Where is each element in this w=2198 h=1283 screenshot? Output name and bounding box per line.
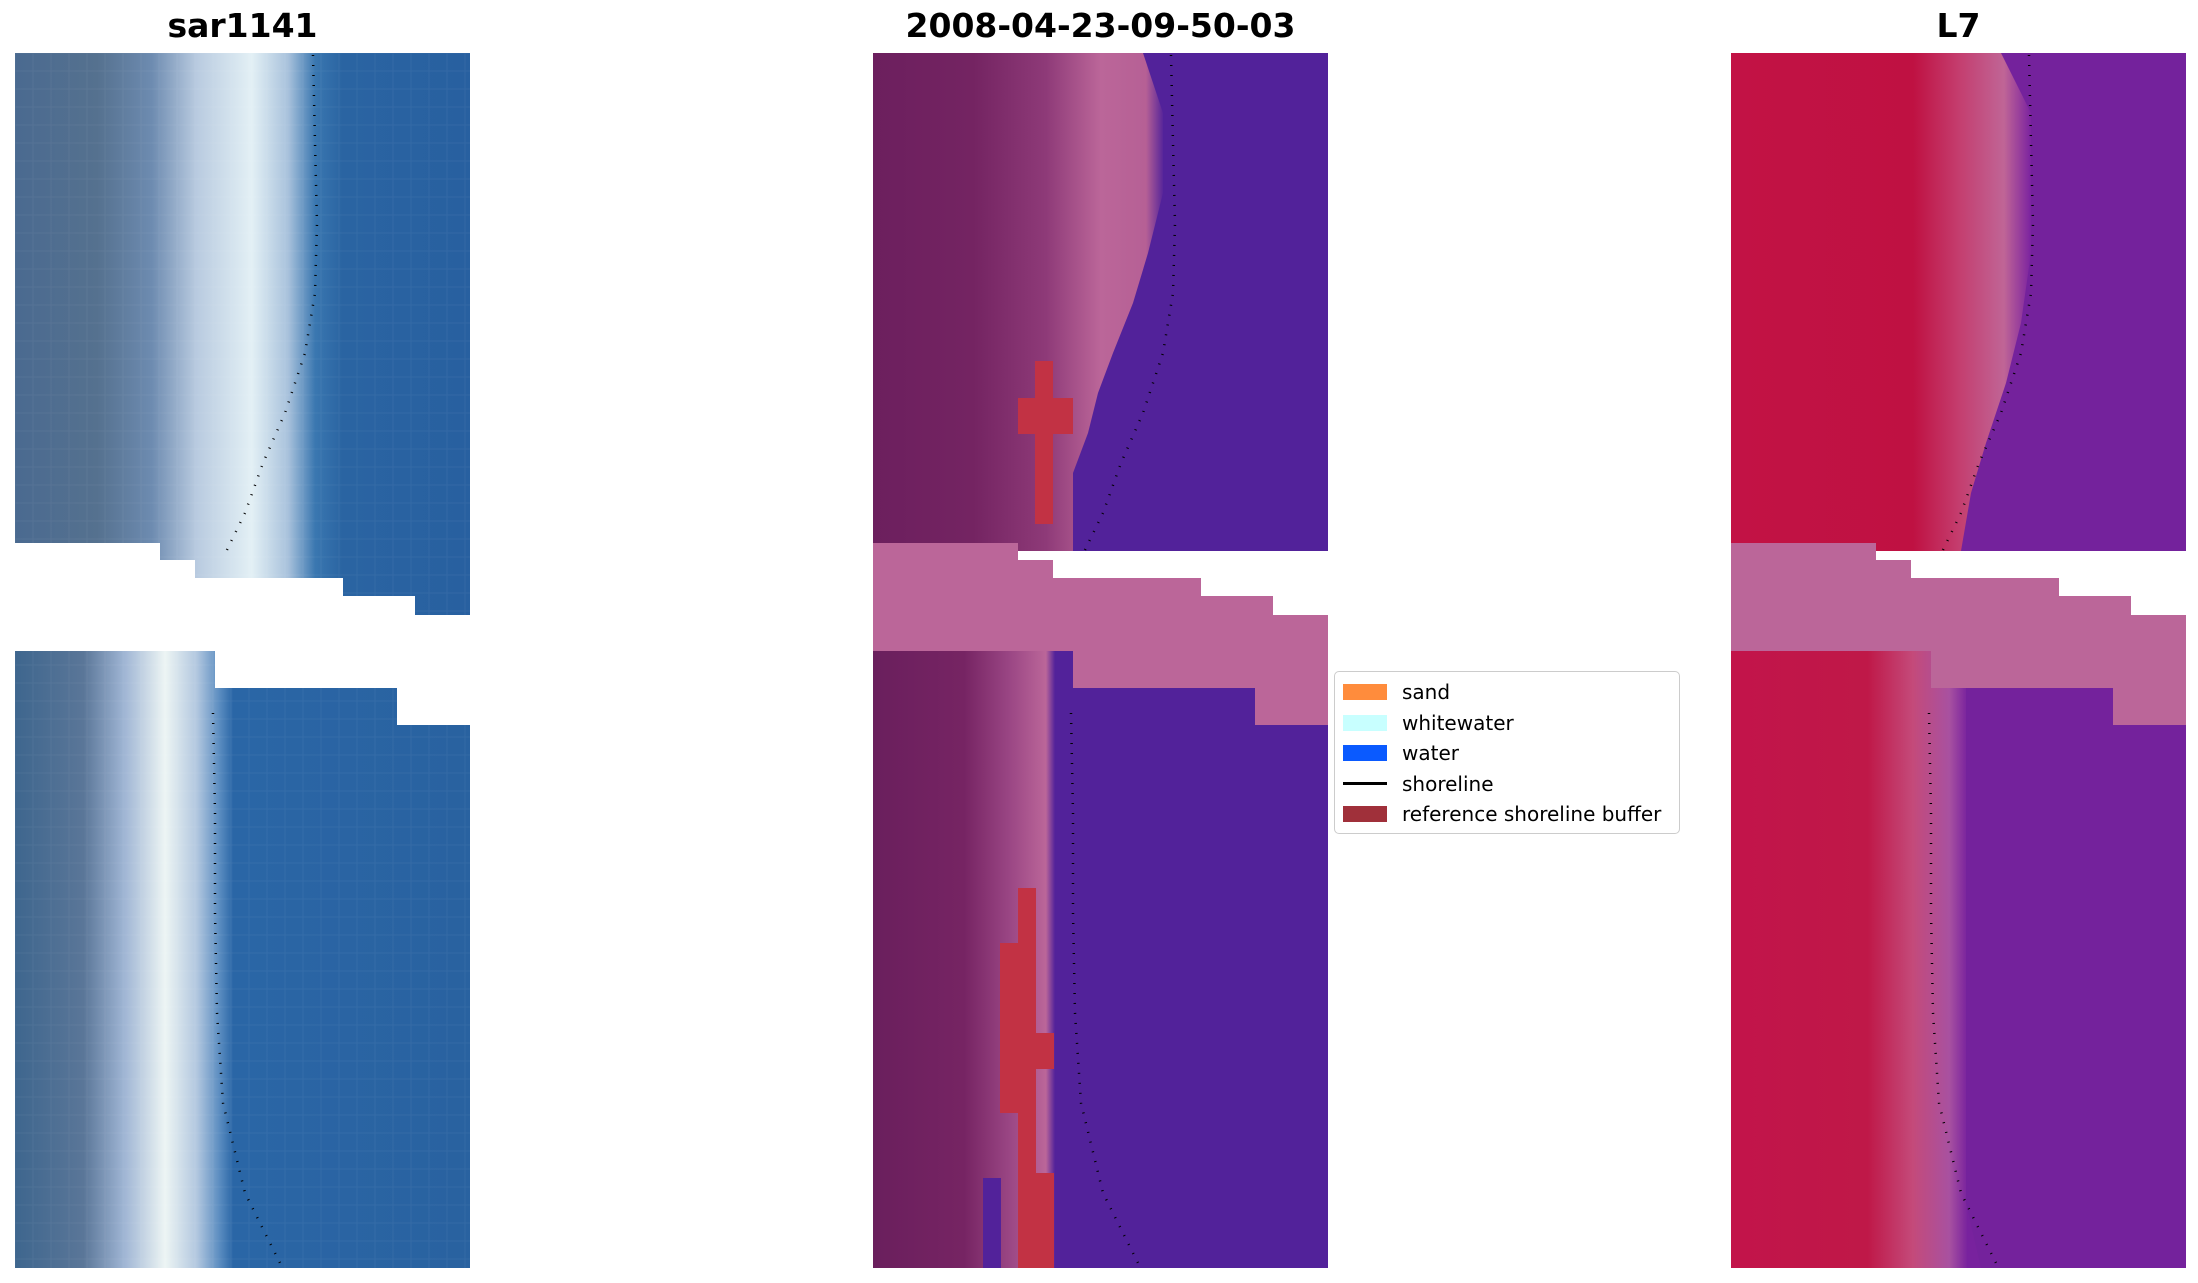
legend-item-buffer: reference shoreline buffer bbox=[1343, 799, 1671, 830]
legend-label: water bbox=[1402, 741, 1459, 766]
index-panel bbox=[1731, 53, 2186, 1268]
panel-title-center: 2008-04-23-09-50-03 bbox=[905, 6, 1296, 45]
rgb-image-panel bbox=[15, 53, 470, 1268]
legend-label: reference shoreline buffer bbox=[1402, 802, 1662, 827]
legend-item-water: water bbox=[1343, 738, 1671, 769]
classified-image bbox=[873, 53, 1328, 1268]
legend-label: whitewater bbox=[1402, 710, 1514, 735]
legend-item-shoreline: shoreline bbox=[1343, 769, 1671, 800]
legend-swatch-sand bbox=[1343, 684, 1387, 701]
legend-label: shoreline bbox=[1402, 771, 1494, 796]
legend: sand whitewater water shoreline referenc… bbox=[1334, 671, 1680, 834]
index-image bbox=[1731, 53, 2186, 1268]
panel-title-right: L7 bbox=[1936, 6, 1981, 45]
classification-panel bbox=[873, 53, 1328, 1268]
rgb-image bbox=[15, 53, 470, 1268]
legend-line-shoreline bbox=[1343, 782, 1387, 786]
panel-title-left: sar1141 bbox=[167, 6, 318, 45]
legend-item-whitewater: whitewater bbox=[1343, 708, 1671, 739]
legend-item-sand: sand bbox=[1343, 677, 1671, 708]
legend-swatch-buffer bbox=[1343, 806, 1387, 823]
legend-label: sand bbox=[1402, 680, 1451, 705]
legend-swatch-whitewater bbox=[1343, 714, 1387, 731]
legend-swatch-water bbox=[1343, 745, 1387, 762]
